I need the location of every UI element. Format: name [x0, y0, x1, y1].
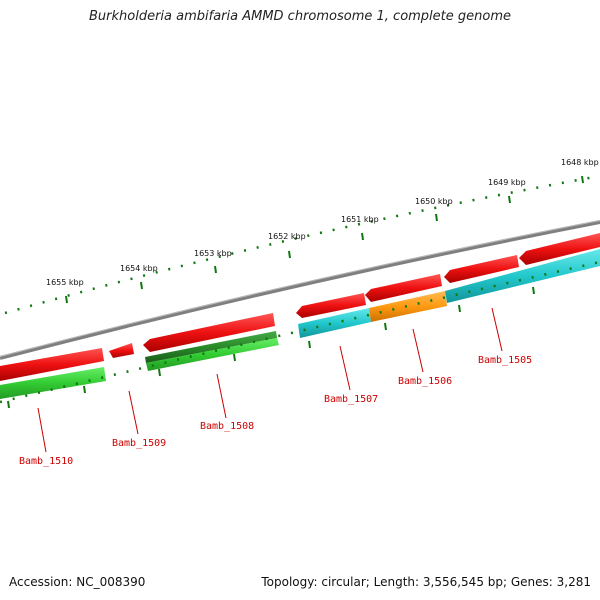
outer-scale-dots: [4, 174, 600, 315]
scale-label: 1649 kbp: [488, 178, 526, 187]
scale-tick: [65, 295, 68, 304]
gene-bamb-1506-orange[interactable]: [369, 291, 447, 322]
scale-label: 1652 kbp: [268, 232, 306, 241]
inner-scale-tick: [233, 353, 236, 362]
gene-label-bamb-1506[interactable]: Bamb_1506: [398, 376, 452, 387]
forward-strand-genes: [0, 233, 600, 381]
scale-tick: [288, 250, 291, 259]
inner-scale-tick: [7, 400, 10, 409]
leader-bamb-1505: [491, 307, 503, 352]
gene-bamb-1506-red[interactable]: [365, 274, 442, 302]
scale-tick: [435, 213, 438, 222]
scale-label: 1648 kbp: [561, 158, 599, 167]
gene-label-leaders: [37, 307, 503, 453]
gene-bamb-1505-red[interactable]: [444, 255, 519, 283]
gene-bamb-1507-cyan[interactable]: [298, 308, 371, 338]
inner-scale-tick: [532, 286, 535, 295]
gene-label-bamb-1509[interactable]: Bamb_1509: [112, 438, 166, 449]
gene-bamb-1508-green[interactable]: [146, 338, 279, 371]
inner-scale: [0, 260, 600, 409]
leader-bamb-1510: [37, 407, 47, 453]
scale-tick: [214, 265, 217, 274]
gene-label-bamb-1508[interactable]: Bamb_1508: [200, 421, 254, 432]
gene-bamb-1507-red[interactable]: [296, 293, 366, 318]
scale-tick: [581, 175, 584, 184]
gene-labels: Bamb_1510 Bamb_1509 Bamb_1508 Bamb_1507 …: [19, 355, 532, 467]
scale-tick: [140, 281, 143, 290]
leader-bamb-1509: [128, 390, 139, 435]
gene-bamb-1510-red[interactable]: [0, 348, 104, 381]
gene-bamb-1505-cyan[interactable]: [445, 249, 600, 303]
scale-label: 1655 kbp: [46, 278, 84, 287]
leader-bamb-1507: [339, 345, 351, 391]
scale-label: 1653 kbp: [194, 249, 232, 258]
gene-bamb-1510-green[interactable]: [0, 367, 106, 399]
chromosome-backbone-highlight: [0, 220, 600, 357]
chromosome-backbone: [0, 220, 600, 360]
genome-summary-text: Topology: circular; Length: 3,556,545 bp…: [261, 575, 591, 589]
inner-scale-tick: [308, 340, 311, 349]
accession-text: Accession: NC_008390: [9, 575, 146, 589]
gene-bamb-1508-dark-green[interactable]: [145, 331, 277, 363]
scale-label: 1650 kbp: [415, 197, 453, 206]
inner-scale-tick: [83, 385, 86, 394]
scale-label: 1651 kbp: [341, 215, 379, 224]
outer-scale: 1655 kbp 1654 kbp 1653 kbp 1652 kbp 1651…: [4, 158, 600, 315]
scale-tick: [361, 232, 364, 241]
inner-scale-tick: [384, 322, 387, 331]
gene-bamb-1509-red[interactable]: [109, 343, 134, 358]
gene-label-bamb-1510[interactable]: Bamb_1510: [19, 456, 73, 467]
leader-bamb-1508: [216, 373, 227, 419]
inner-scale-tick: [458, 304, 461, 313]
scale-label: 1654 kbp: [120, 264, 158, 273]
inner-scale-tick: [158, 368, 161, 377]
gene-label-bamb-1505[interactable]: Bamb_1505: [478, 355, 532, 366]
map-title: Burkholderia ambifaria AMMD chromosome 1…: [88, 9, 512, 24]
gene-bamb-1508-red[interactable]: [143, 313, 275, 352]
leader-bamb-1506: [412, 328, 424, 373]
inner-strand-genes: [0, 249, 600, 399]
scale-tick: [508, 195, 511, 204]
gene-label-bamb-1507[interactable]: Bamb_1507: [324, 394, 378, 405]
gene-next-red[interactable]: [519, 233, 600, 265]
